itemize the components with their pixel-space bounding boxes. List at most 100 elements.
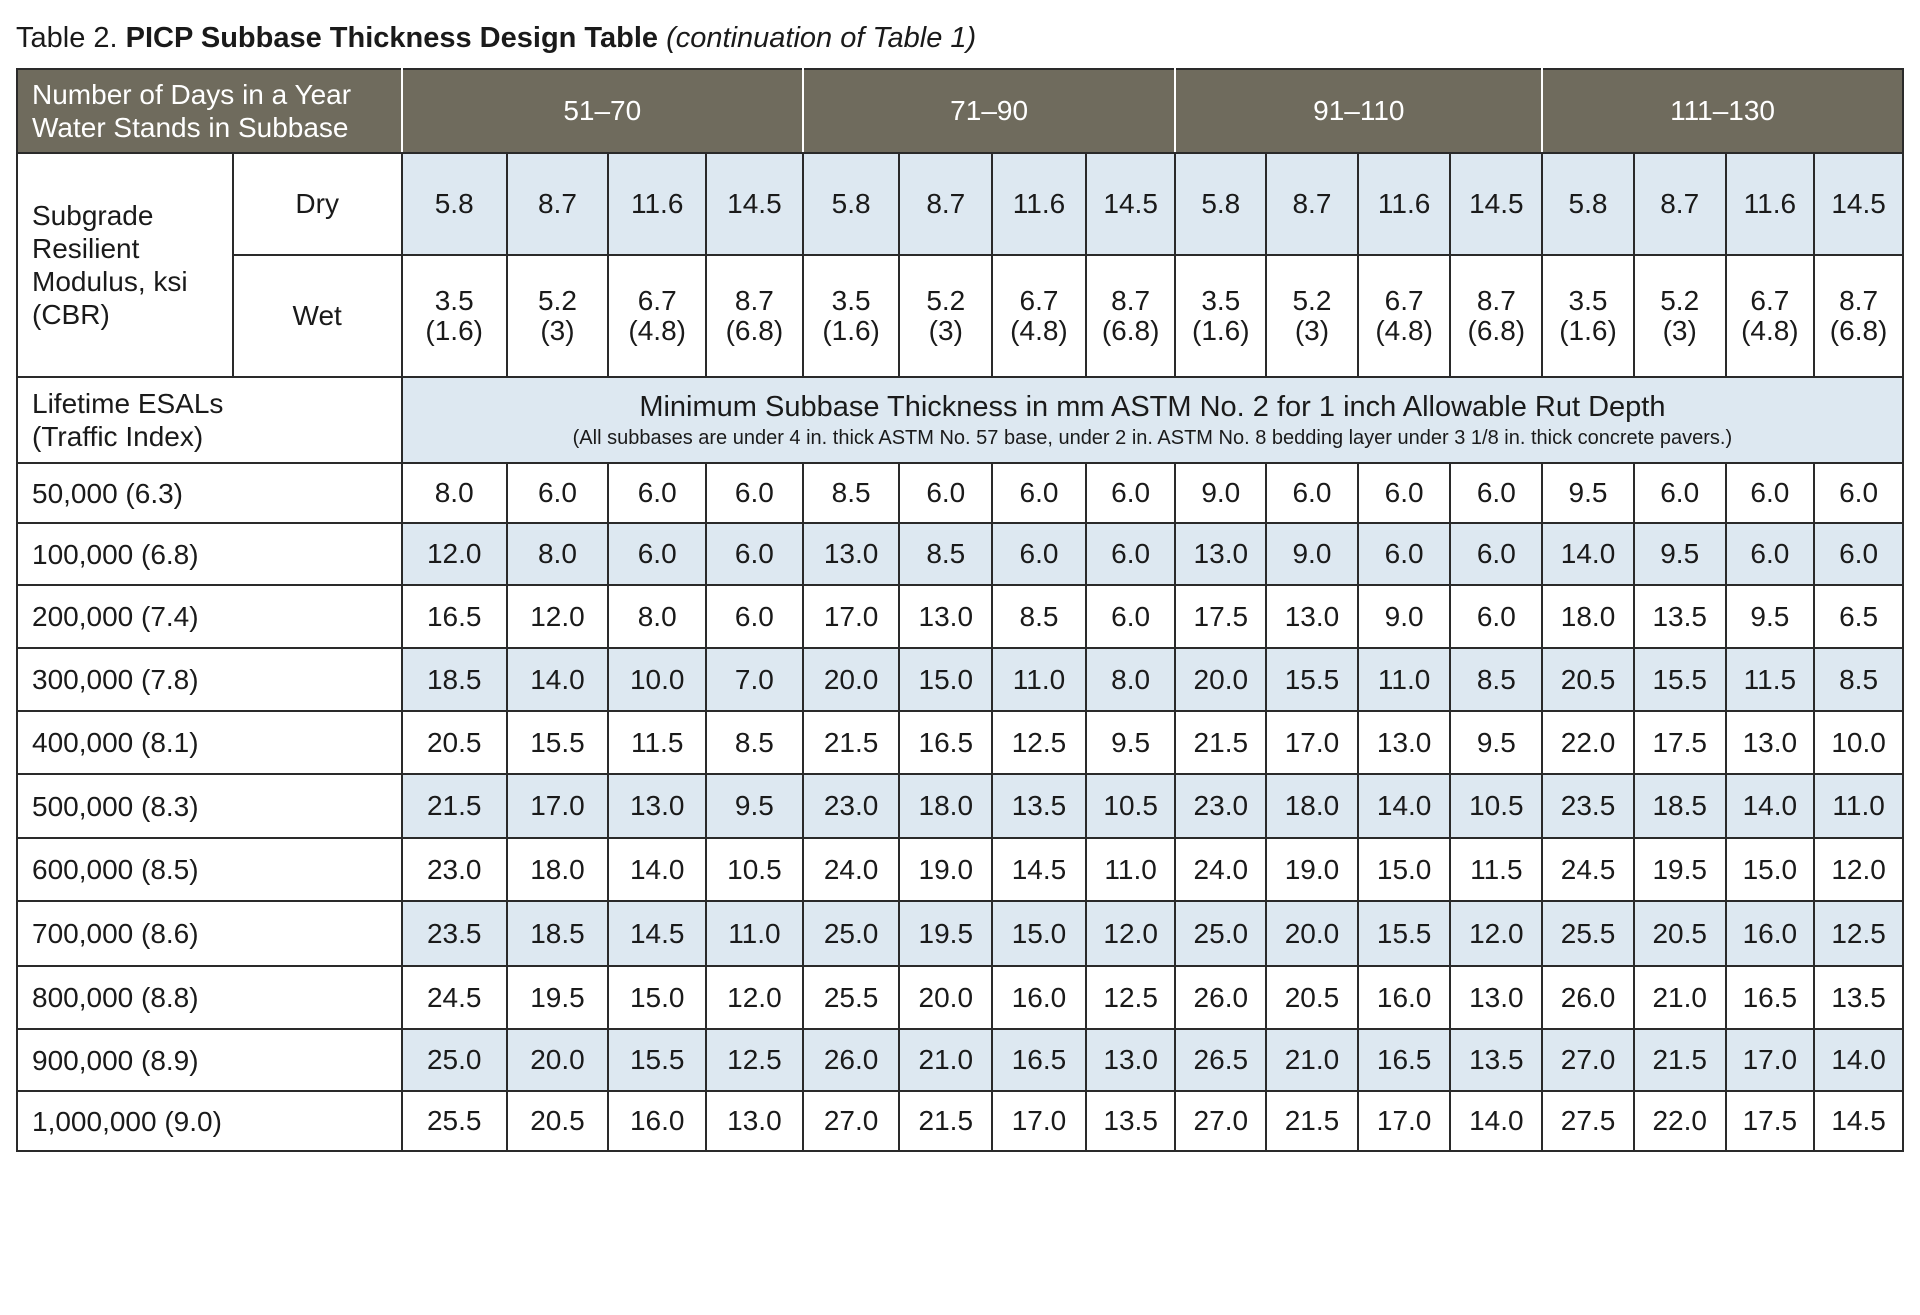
wet-modulus-cell: 5.2 (3)	[1632, 254, 1727, 378]
thickness-cell: 16.0	[991, 965, 1087, 1030]
thickness-cell: 6.0	[1265, 462, 1359, 524]
thickness-cell: 24.5	[400, 965, 508, 1030]
dry-modulus-cell: 14.5	[1084, 152, 1177, 256]
caption-prefix: Table 2.	[16, 22, 118, 54]
thickness-cell: 12.5	[1084, 965, 1177, 1030]
thickness-cell: 25.0	[801, 900, 901, 967]
thickness-cell: 9.0	[1174, 462, 1268, 524]
thickness-cell: 23.5	[400, 900, 508, 967]
thickness-cell: 20.5	[1265, 965, 1359, 1030]
dry-label: Dry	[231, 152, 403, 256]
thickness-cell: 11.0	[705, 900, 804, 967]
esal-row-label: 700,000 (8.6)	[16, 900, 403, 967]
wet-modulus-cell: 8.7 (6.8)	[1449, 254, 1544, 378]
table-row: 500,000 (8.3) 21.5 17.0 13.0 9.5 23.0 18.0 13.5…	[16, 773, 1904, 839]
thickness-cell: 8.5	[705, 710, 804, 775]
days-group-91-110: 91–110	[1174, 68, 1544, 154]
thickness-cell: 18.0	[1541, 584, 1635, 649]
thickness-cell: 21.0	[1632, 965, 1727, 1030]
thickness-cell: 15.5	[1632, 647, 1727, 712]
thickness-cell: 8.0	[400, 462, 508, 524]
thickness-cell: 20.0	[505, 1028, 610, 1092]
table-row: 100,000 (6.8) 12.0 8.0 6.0 6.0 13.0 8.5 6.0 6.0 1…	[16, 522, 1904, 586]
thickness-cell: 14.0	[1724, 773, 1816, 839]
dry-modulus-cell: 5.8	[1174, 152, 1268, 256]
thickness-cell: 20.5	[400, 710, 508, 775]
wet-modulus-cell: 6.7 (4.8)	[607, 254, 708, 378]
thickness-cell: 6.0	[1813, 522, 1904, 586]
table-figure: Table 2. PICP Subbase Thickness Design T…	[16, 18, 1905, 1152]
thickness-cell: 6.0	[1356, 462, 1452, 524]
thickness-cell: 6.0	[1813, 462, 1904, 524]
thickness-cell: 13.5	[1084, 1090, 1177, 1152]
table-row: 200,000 (7.4) 16.5 12.0 8.0 6.0 17.0 13.0 8.5 6.…	[16, 584, 1904, 649]
thickness-cell: 27.0	[1541, 1028, 1635, 1092]
dry-modulus-cell: 14.5	[1449, 152, 1544, 256]
table-row: 400,000 (8.1) 20.5 15.5 11.5 8.5 21.5 16.5 12.5…	[16, 710, 1904, 775]
thickness-cell: 11.0	[1813, 773, 1904, 839]
dry-modulus-cell: 8.7	[1632, 152, 1727, 256]
wet-cbr-value: (6.8)	[725, 315, 784, 346]
thickness-cell: 9.5	[1724, 584, 1816, 649]
dry-modulus-cell: 8.7	[505, 152, 610, 256]
wet-ksi-value: 3.5	[1568, 285, 1608, 316]
dry-modulus-cell: 11.6	[991, 152, 1087, 256]
thickness-cell: 9.0	[1265, 522, 1359, 586]
thickness-cell: 8.5	[801, 462, 901, 524]
thickness-cell: 13.0	[1174, 522, 1268, 586]
wet-cbr-value: (3)	[1662, 315, 1697, 346]
thickness-cell: 12.0	[1084, 900, 1177, 967]
thickness-cell: 25.0	[1174, 900, 1268, 967]
thickness-cell: 20.5	[505, 1090, 610, 1152]
wet-ksi-value: 8.7	[1839, 285, 1879, 316]
wet-ksi-value: 5.2	[926, 285, 966, 316]
wet-ksi-value: 5.2	[1292, 285, 1332, 316]
thickness-cell: 26.0	[1174, 965, 1268, 1030]
thickness-cell: 13.0	[705, 1090, 804, 1152]
thickness-cell: 18.5	[505, 900, 610, 967]
thickness-cell: 17.0	[801, 584, 901, 649]
thickness-cell: 9.5	[1449, 710, 1544, 775]
thickness-cell: 20.0	[898, 965, 994, 1030]
thickness-cell: 6.0	[607, 462, 708, 524]
thickness-cell: 19.5	[505, 965, 610, 1030]
wet-modulus-row: Wet 3.5 (1.6) 5.2 (3) 6.7 (4.8) 8.7 (6.8) 3.5 (1.…	[17, 254, 1904, 378]
table-row: 800,000 (8.8) 24.5 19.5 15.0 12.0 25.5 20.0 16.…	[16, 965, 1904, 1030]
thickness-cell: 25.0	[400, 1028, 508, 1092]
thickness-cell: 6.0	[898, 462, 994, 524]
thickness-cell: 18.5	[400, 647, 508, 712]
dry-modulus-row: Subgrade Resilient Modulus, ksi (CBR) Dr…	[16, 152, 1904, 378]
thickness-cell: 16.0	[1356, 965, 1452, 1030]
wet-cbr-value: (1.6)	[1192, 315, 1250, 346]
esal-row-label: 200,000 (7.4)	[16, 584, 403, 649]
wet-cbr-value: (1.6)	[822, 315, 880, 346]
thickness-cell: 6.0	[1084, 462, 1177, 524]
dry-modulus-cell: 5.8	[801, 152, 901, 256]
thickness-cell: 21.0	[898, 1028, 994, 1092]
thickness-cell: 13.5	[1632, 584, 1727, 649]
esal-header-row: Lifetime ESALs (Traffic Index) Minimum S…	[16, 376, 1905, 464]
thickness-design-table: Number of Days in a Year Water Stands in…	[16, 68, 1905, 1152]
thickness-cell: 13.0	[607, 773, 708, 839]
thickness-cell: 27.0	[801, 1090, 901, 1152]
thickness-cell: 6.5	[1813, 584, 1904, 649]
wet-cbr-value: (4.8)	[1375, 315, 1433, 346]
days-header-label: Number of Days in a Year Water Stands in…	[16, 68, 403, 154]
esal-row-label: 400,000 (8.1)	[16, 710, 403, 775]
wet-modulus-cell: 8.7 (6.8)	[1813, 254, 1904, 378]
thickness-cell: 15.0	[991, 900, 1087, 967]
wet-label: Wet	[231, 254, 403, 378]
esal-row-label: 600,000 (8.5)	[16, 837, 403, 902]
esal-row-label: 500,000 (8.3)	[16, 773, 403, 839]
thickness-cell: 21.5	[1174, 710, 1268, 775]
thickness-cell: 17.0	[1724, 1028, 1816, 1092]
thickness-cell: 6.0	[1724, 522, 1816, 586]
banner-note: (All subbases are under 4 in. thick ASTM…	[572, 427, 1733, 449]
wet-ksi-value: 8.7	[1111, 285, 1151, 316]
thickness-cell: 13.0	[1724, 710, 1816, 775]
thickness-cell: 6.0	[1449, 522, 1544, 586]
thickness-cell: 27.0	[1174, 1090, 1268, 1152]
wet-ksi-value: 8.7	[1476, 285, 1516, 316]
thickness-cell: 10.5	[1449, 773, 1544, 839]
thickness-cell: 13.0	[801, 522, 901, 586]
